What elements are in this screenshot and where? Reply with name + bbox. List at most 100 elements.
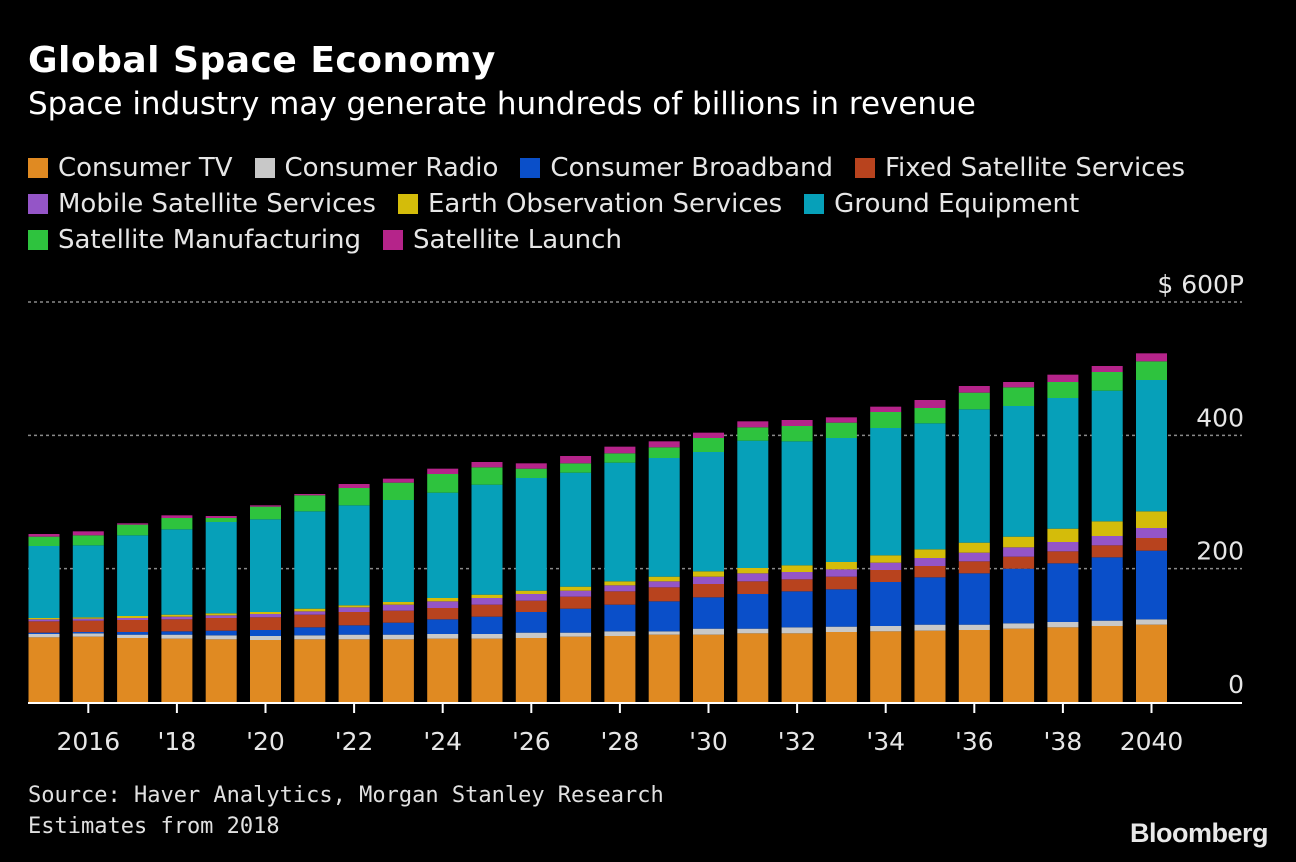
x-tick-label-2024: '24 <box>423 727 462 756</box>
x-tick-label-2040: 2040 <box>1120 727 1184 756</box>
x-tick-label-2020: '20 <box>246 727 285 756</box>
bar-ground-equipment-2035 <box>914 423 946 550</box>
bar-fixed-satellite-services-2016 <box>72 620 104 632</box>
bar-satellite-manufacturing-2035 <box>914 408 946 424</box>
bar-fixed-satellite-services-2025 <box>471 604 503 617</box>
legend-label-mobile-satellite-services: Mobile Satellite Services <box>58 189 376 219</box>
bar-consumer-tv-2037 <box>1003 628 1035 702</box>
bar-satellite-launch-2025 <box>471 462 503 468</box>
bar-consumer-broadband-2023 <box>382 622 414 635</box>
bar-consumer-tv-2035 <box>914 630 946 702</box>
bar-fixed-satellite-services-2037 <box>1003 556 1035 569</box>
bar-consumer-broadband-2029 <box>648 601 680 632</box>
bar-fixed-satellite-services-2036 <box>958 561 990 574</box>
bar-consumer-radio-2028 <box>604 631 636 636</box>
bar-mobile-satellite-services-2029 <box>648 581 680 588</box>
legend-label-ground-equipment: Ground Equipment <box>834 189 1080 219</box>
bar-consumer-broadband-2021 <box>294 627 326 636</box>
bar-satellite-launch-2016 <box>72 531 104 536</box>
bar-mobile-satellite-services-2015 <box>28 619 60 622</box>
bar-mobile-satellite-services-2034 <box>870 562 902 570</box>
bar-satellite-manufacturing-2020 <box>250 506 281 520</box>
bar-consumer-broadband-2030 <box>693 597 724 629</box>
chart-title: Global Space Economy <box>28 40 496 81</box>
legend-swatch-consumer-radio <box>254 158 275 178</box>
bar-ground-equipment-2039 <box>1091 390 1123 522</box>
bar-ground-equipment-2023 <box>382 500 414 602</box>
bar-consumer-tv-2024 <box>427 638 459 702</box>
bar-fixed-satellite-services-2034 <box>870 570 902 582</box>
x-tick-label-2030: '30 <box>689 727 728 756</box>
bar-satellite-manufacturing-2034 <box>870 412 902 428</box>
bar-mobile-satellite-services-2028 <box>604 585 636 592</box>
bar-consumer-tv-2022 <box>338 639 370 702</box>
bar-fixed-satellite-services-2031 <box>737 581 769 594</box>
bar-consumer-tv-2028 <box>604 636 636 702</box>
legend-item-satellite-launch: Satellite Launch <box>383 225 622 255</box>
legend-item-earth-observation-services: Earth Observation Services <box>397 189 782 219</box>
bar-satellite-manufacturing-2039 <box>1091 372 1123 391</box>
bar-mobile-satellite-services-2021 <box>294 611 326 615</box>
bar-satellite-manufacturing-2029 <box>648 447 680 458</box>
bar-consumer-radio-2030 <box>693 628 724 635</box>
bar-consumer-tv-2027 <box>560 636 592 702</box>
bar-consumer-radio-2035 <box>914 624 946 631</box>
bar-consumer-broadband-2032 <box>781 591 813 628</box>
bar-fixed-satellite-services-2027 <box>560 596 592 609</box>
bar-fixed-satellite-services-2030 <box>693 584 724 598</box>
bar-satellite-launch-2034 <box>870 406 902 412</box>
bar-fixed-satellite-services-2022 <box>338 612 370 626</box>
bar-consumer-tv-2039 <box>1091 626 1123 702</box>
bar-consumer-radio-2031 <box>737 628 769 634</box>
legend-row-3: Satellite Manufacturing Satellite Launch <box>28 222 1278 258</box>
bar-earth-observation-services-2023 <box>382 602 414 605</box>
bar-fixed-satellite-services-2021 <box>294 614 326 628</box>
x-tick-label-2036: '36 <box>955 727 994 756</box>
bar-ground-equipment-2037 <box>1003 406 1035 537</box>
bar-satellite-launch-2026 <box>515 463 547 469</box>
legend-item-satellite-manufacturing: Satellite Manufacturing <box>28 225 361 255</box>
bar-ground-equipment-2020 <box>250 519 281 612</box>
bar-fixed-satellite-services-2026 <box>515 600 547 612</box>
bar-satellite-manufacturing-2024 <box>427 474 459 493</box>
bar-ground-equipment-2038 <box>1047 398 1079 529</box>
bar-satellite-launch-2021 <box>294 494 326 496</box>
bar-earth-observation-services-2037 <box>1003 536 1035 548</box>
legend-swatch-satellite-launch <box>383 230 404 250</box>
bar-mobile-satellite-services-2018 <box>161 616 193 620</box>
legend-swatch-satellite-manufacturing <box>28 230 48 250</box>
bar-fixed-satellite-services-2024 <box>427 608 459 620</box>
bar-consumer-tv-2031 <box>737 633 769 702</box>
bar-ground-equipment-2018 <box>161 529 193 615</box>
bar-mobile-satellite-services-2024 <box>427 601 459 608</box>
bar-consumer-tv-2033 <box>825 632 857 702</box>
bar-consumer-broadband-2037 <box>1003 568 1035 624</box>
bar-earth-observation-services-2016 <box>72 617 104 619</box>
bar-ground-equipment-2017 <box>117 535 149 616</box>
bar-earth-observation-services-2031 <box>737 568 769 574</box>
bar-consumer-broadband-2015 <box>28 632 60 634</box>
bar-ground-equipment-2030 <box>693 452 724 572</box>
bar-fixed-satellite-services-2035 <box>914 566 946 578</box>
bar-consumer-tv-2017 <box>117 638 149 702</box>
bar-satellite-manufacturing-2023 <box>382 482 414 500</box>
bar-earth-observation-services-2036 <box>958 542 990 553</box>
bar-consumer-broadband-2025 <box>471 616 503 634</box>
bar-ground-equipment-2031 <box>737 440 769 568</box>
bar-consumer-broadband-2016 <box>72 632 104 634</box>
bar-earth-observation-services-2015 <box>28 618 60 620</box>
legend-item-mobile-satellite-services: Mobile Satellite Services <box>28 189 376 219</box>
bar-earth-observation-services-2025 <box>471 594 503 598</box>
source-note: Source: Haver Analytics, Morgan Stanley … <box>28 780 664 842</box>
legend-swatch-mobile-satellite-services <box>28 194 48 214</box>
bar-consumer-broadband-2038 <box>1047 563 1079 622</box>
bar-consumer-radio-2029 <box>648 631 680 635</box>
x-tick-label-2028: '28 <box>601 727 640 756</box>
bar-consumer-radio-2036 <box>958 624 990 630</box>
bar-consumer-radio-2015 <box>28 634 60 638</box>
bar-consumer-radio-2038 <box>1047 622 1079 628</box>
x-tick-label-2022: '22 <box>335 727 374 756</box>
legend-swatch-consumer-tv <box>28 158 48 178</box>
bar-consumer-broadband-2026 <box>515 612 547 633</box>
y-tick-label-400: 400 <box>1196 403 1244 432</box>
